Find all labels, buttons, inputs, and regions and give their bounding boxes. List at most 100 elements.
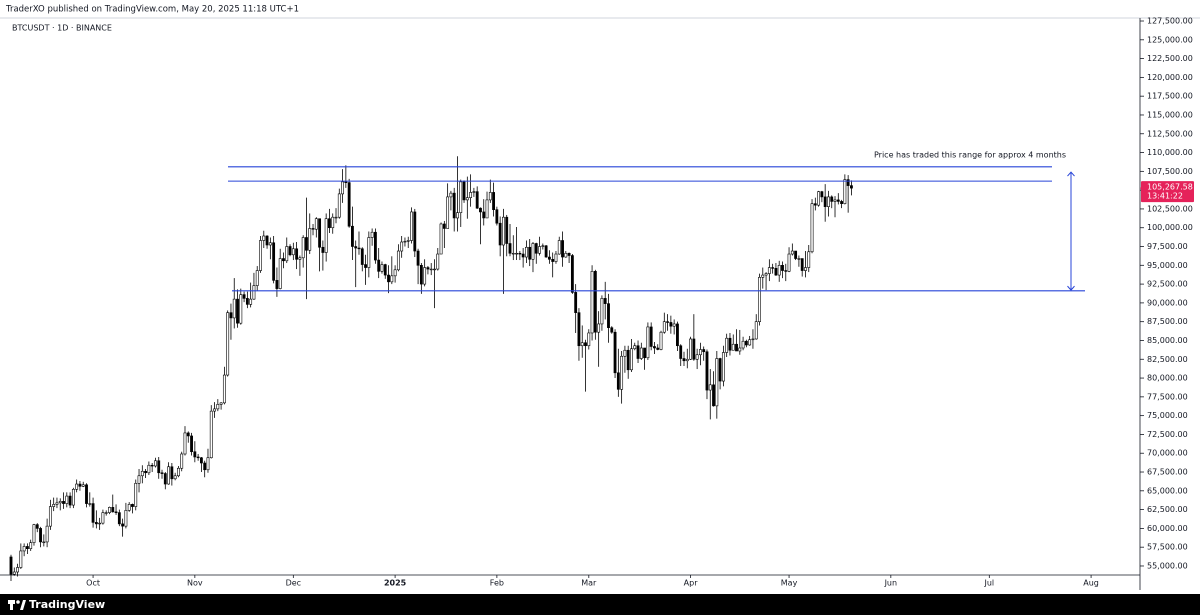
y-tick-label: 70,000.00 <box>1147 449 1188 458</box>
candle-body <box>328 218 331 229</box>
candle-body <box>846 179 850 186</box>
candle-body <box>610 327 614 333</box>
candle-body <box>239 294 243 324</box>
candle-body <box>656 347 660 350</box>
candle-body <box>35 524 39 529</box>
candle-body <box>94 522 98 525</box>
candle-body <box>301 237 305 259</box>
candle-body <box>305 237 308 251</box>
candle-body <box>242 294 246 299</box>
candle-body <box>219 402 223 405</box>
candle-body <box>787 253 791 272</box>
candle-body <box>633 345 637 350</box>
x-tick-label: Dec <box>286 579 301 588</box>
candle-body <box>544 245 548 258</box>
y-tick-label: 120,000.00 <box>1147 73 1193 82</box>
candle-body <box>367 237 371 268</box>
y-tick-label: 100,000.00 <box>1147 223 1193 232</box>
y-tick-label: 97,500.00 <box>1147 242 1188 251</box>
candle-body <box>282 258 285 262</box>
candle-body <box>344 181 348 183</box>
candle-body <box>613 331 617 374</box>
candle-body <box>715 358 719 407</box>
y-tick-label: 92,500.00 <box>1147 280 1188 289</box>
candle-body <box>764 273 768 276</box>
candle-body <box>52 504 56 507</box>
x-tick-label: Oct <box>86 579 100 588</box>
candle-body <box>55 502 59 505</box>
candle-body <box>16 567 19 573</box>
candle-body <box>291 248 295 256</box>
candle-body <box>104 512 108 514</box>
candle-body <box>318 218 322 248</box>
candle-body <box>774 268 778 276</box>
candle-body <box>813 203 817 206</box>
y-tick-label: 117,500.00 <box>1147 92 1193 101</box>
candle-body <box>672 323 676 327</box>
candle-body <box>823 196 827 207</box>
y-tick-label: 55,000.00 <box>1147 561 1188 570</box>
candle-body <box>459 181 463 213</box>
candle-body <box>288 246 292 256</box>
x-tick-label: Apr <box>684 579 699 588</box>
candle-body <box>354 246 358 249</box>
candle-body <box>446 196 450 229</box>
candle-body <box>25 546 29 549</box>
candle-body <box>804 267 807 271</box>
candle-body <box>396 250 400 271</box>
candle-body <box>695 354 699 360</box>
candle-body <box>393 269 397 277</box>
candle-body <box>561 240 564 258</box>
candle-body <box>797 258 801 260</box>
candle-body <box>127 504 131 511</box>
candle-body <box>557 240 561 255</box>
candle-body <box>180 453 184 469</box>
candle-body <box>623 349 627 357</box>
candle-body <box>347 182 351 227</box>
candle-body <box>213 408 216 412</box>
candle-body <box>666 321 670 323</box>
candle-body <box>603 298 607 304</box>
candle-body <box>721 352 725 382</box>
y-tick-label: 110,000.00 <box>1147 148 1193 157</box>
candle-body <box>265 235 269 246</box>
candle-body <box>65 495 69 504</box>
candle-body <box>570 255 574 293</box>
candle-body <box>157 460 161 474</box>
candle-body <box>580 342 584 347</box>
footer-bar <box>0 594 1200 615</box>
candle-body <box>262 235 266 241</box>
candle-body <box>190 435 193 453</box>
candle-body <box>160 472 164 474</box>
candle-body <box>91 503 95 523</box>
candle-body <box>351 225 354 247</box>
candle-body <box>252 285 256 300</box>
candle-body <box>676 323 679 347</box>
y-tick-label: 82,500.00 <box>1147 355 1188 364</box>
candle-body <box>413 211 417 252</box>
candle-body <box>800 258 804 271</box>
candle-body <box>810 203 814 253</box>
candle-body <box>436 253 440 270</box>
x-tick-label: May <box>781 579 798 588</box>
candle-body <box>272 242 276 281</box>
candle-body <box>462 181 466 201</box>
candle-body <box>508 243 512 254</box>
candle-body <box>196 456 200 459</box>
candle-body <box>649 326 653 347</box>
candle-body <box>850 185 853 189</box>
candle-body <box>278 258 282 289</box>
candle-body <box>547 256 551 260</box>
candle-body <box>442 223 446 229</box>
candle-body <box>163 473 167 485</box>
y-tick-label: 112,500.00 <box>1147 129 1193 138</box>
candle-body <box>39 528 42 543</box>
candle-body <box>646 326 650 359</box>
candle-body <box>410 211 413 241</box>
candle-body <box>679 345 683 359</box>
candle-body <box>101 512 105 524</box>
candle-body <box>790 250 794 255</box>
candle-body <box>311 228 315 230</box>
y-tick-label: 107,500.00 <box>1147 167 1193 176</box>
